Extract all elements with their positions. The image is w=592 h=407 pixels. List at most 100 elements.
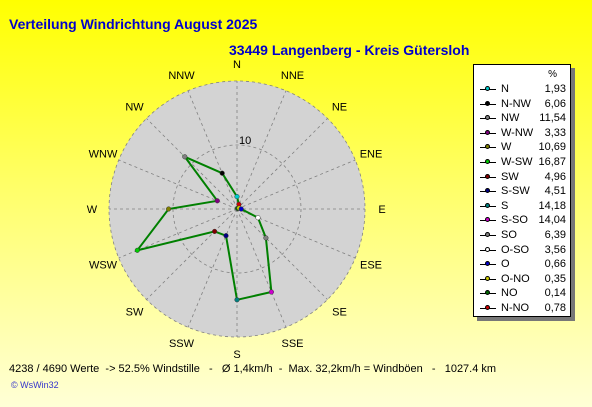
legend-value: 0,14 [544, 287, 566, 300]
legend-marker [485, 305, 490, 310]
data-point-e [238, 206, 244, 212]
legend-entry: S 14,18 [474, 199, 570, 214]
direction-label-se: SE [332, 307, 347, 319]
legend-value: 0,66 [544, 258, 566, 271]
data-point-nnw [219, 170, 225, 176]
legend-value: 10,69 [538, 141, 566, 154]
legend-value: 14,04 [538, 214, 566, 227]
legend-marker [485, 159, 490, 164]
legend-entry: O 0,66 [474, 257, 570, 272]
data-point-n [234, 194, 240, 200]
legend-value: 0,35 [544, 272, 566, 285]
legend-entry: W-SW 16,87 [474, 155, 570, 170]
legend-marker [485, 290, 490, 296]
chart-title: Verteilung Windrichtung August 2025 [9, 16, 258, 32]
chart-subtitle: 33449 Langenberg - Kreis Gütersloh [229, 42, 470, 58]
legend-entry: N-NO 0,78 [474, 301, 570, 316]
legend-value: 6,06 [544, 97, 566, 110]
legend-label: N [501, 83, 509, 95]
legend-value: 1,93 [544, 83, 566, 95]
data-point-sse [268, 289, 274, 295]
legend-label: S [501, 199, 509, 212]
direction-label-wnw: WNW [89, 149, 118, 161]
legend-label: SW [501, 170, 519, 183]
legend: % N 1,93 N-NW 6,06 NW 11,54 W-NW 3,33 W 10,69 W-SW… [473, 64, 571, 317]
data-point-w [166, 206, 172, 212]
direction-label-nw: NW [125, 102, 144, 114]
legend-value: 16,87 [538, 156, 566, 168]
legend-value: 6,39 [544, 229, 566, 241]
legend-value: 11,54 [539, 112, 566, 125]
direction-label-sw: SW [126, 307, 144, 319]
data-point-ese [255, 215, 261, 221]
legend-marker [485, 173, 490, 179]
data-point-ssw [223, 233, 229, 239]
direction-label-nnw: NNW [168, 70, 195, 82]
legend-label: SO [501, 229, 517, 241]
legend-unit: % [548, 69, 557, 80]
legend-value: 3,33 [544, 126, 566, 139]
direction-label-n: N [233, 59, 241, 71]
legend-value: 0,78 [544, 302, 566, 314]
data-point-s [234, 297, 240, 303]
legend-value: 4,51 [544, 185, 566, 198]
legend-entry: NO 0,14 [474, 286, 570, 301]
legend-entry: NW 11,54 [474, 111, 570, 126]
data-point-se [263, 235, 269, 241]
legend-marker [485, 217, 490, 223]
footer-stats: 4238 / 4690 Werte -> 52.5% Windstille - … [9, 363, 497, 375]
data-point-wnw [214, 198, 220, 204]
legend-entry: SO 6,39 [474, 228, 570, 243]
legend-label: W-SW [501, 156, 533, 168]
legend-marker [485, 246, 490, 252]
data-point-sw [212, 228, 218, 234]
legend-entry: S-SW 4,51 [474, 184, 570, 199]
legend-label: O-NO [501, 272, 530, 285]
direction-label-ssw: SSW [169, 338, 195, 350]
direction-label-sse: SSE [281, 338, 303, 350]
direction-label-e: E [378, 204, 385, 216]
legend-entry: SW 4,96 [474, 170, 570, 185]
legend-marker [485, 202, 490, 208]
legend-label: S-SO [501, 214, 528, 227]
legend-marker [485, 144, 490, 150]
legend-entry: W 10,69 [474, 140, 570, 155]
legend-value: 14,18 [538, 199, 566, 212]
direction-label-ene: ENE [360, 149, 383, 161]
ring-label: 10 [239, 135, 251, 147]
legend-marker [485, 188, 490, 194]
legend-label: W [501, 141, 512, 154]
direction-label-ne: NE [332, 102, 347, 114]
legend-marker [485, 100, 490, 106]
legend-marker [485, 115, 490, 121]
legend-marker [485, 261, 490, 267]
legend-entry: N-NW 6,06 [474, 97, 570, 112]
legend-label: N-NW [501, 97, 531, 110]
legend-entry: N 1,93 [474, 82, 570, 97]
legend-value: 3,56 [544, 243, 566, 256]
legend-entry: O-NO 0,35 [474, 272, 570, 287]
legend-marker [485, 86, 490, 91]
legend-entry: W-NW 3,33 [474, 126, 570, 141]
legend-entry: O-SO 3,56 [474, 243, 570, 258]
legend-value: 4,96 [544, 170, 566, 183]
direction-label-nne: NNE [281, 70, 304, 82]
legend-label: O-SO [501, 243, 530, 256]
legend-marker [485, 232, 490, 237]
legend-entry: S-SO 14,04 [474, 213, 570, 228]
direction-label-w: W [87, 204, 98, 216]
legend-marker [485, 275, 490, 281]
data-point-wsw [134, 247, 140, 253]
legend-marker [485, 129, 490, 135]
legend-label: N-NO [501, 302, 530, 314]
data-point-nw [182, 154, 188, 160]
direction-label-ese: ESE [360, 260, 382, 272]
direction-label-wsw: WSW [89, 260, 118, 272]
direction-label-s: S [233, 349, 240, 361]
credit-label: © WsWin32 [11, 380, 59, 390]
legend-label: NO [501, 287, 518, 300]
legend-label: O [501, 258, 510, 271]
grid-ring-20 [108, 80, 366, 338]
